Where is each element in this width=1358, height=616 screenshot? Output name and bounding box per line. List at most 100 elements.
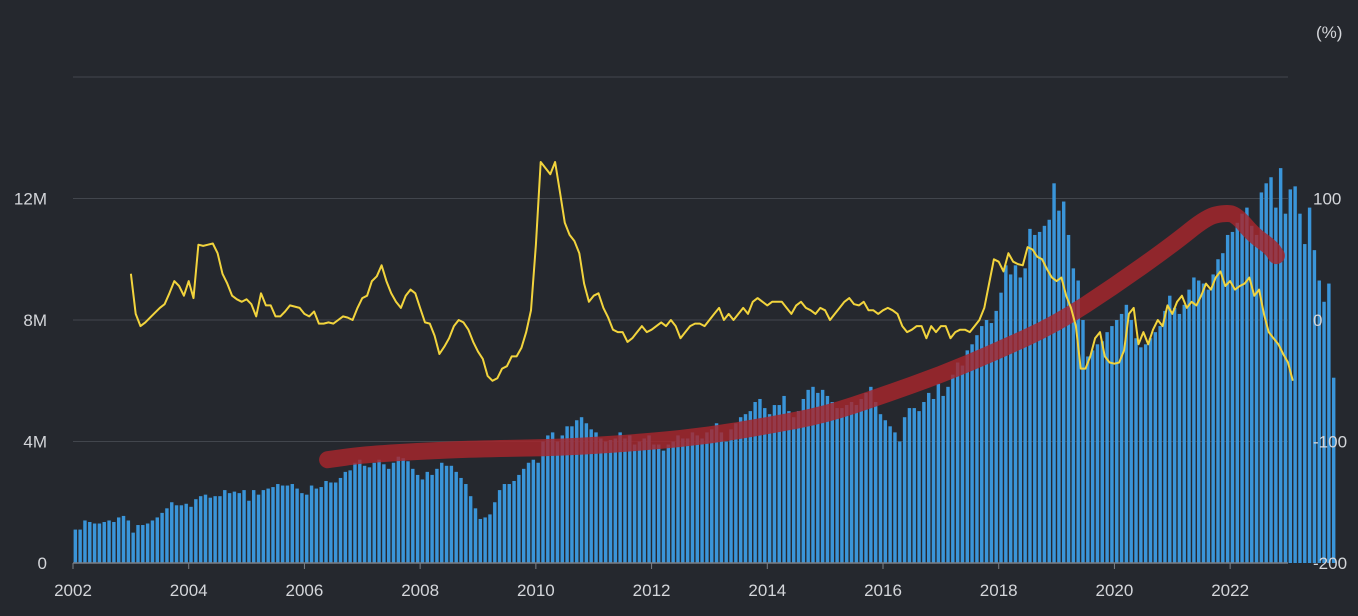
bar	[1037, 231, 1042, 563]
bar	[873, 402, 878, 563]
bar	[1196, 280, 1201, 563]
bar	[333, 482, 338, 563]
bar	[984, 320, 989, 563]
bar	[1168, 295, 1172, 563]
bar	[825, 395, 830, 563]
bar	[300, 493, 304, 563]
bar	[247, 500, 251, 563]
bar	[714, 423, 719, 563]
bar	[1274, 207, 1278, 564]
bar	[955, 362, 960, 563]
bar	[150, 520, 155, 563]
bar	[517, 474, 521, 563]
bar	[1071, 268, 1076, 563]
bar	[1206, 289, 1211, 563]
bar	[396, 456, 401, 563]
bar	[898, 441, 902, 563]
y-axis-right-label: (%)	[1316, 23, 1342, 42]
bar	[926, 392, 931, 563]
bar	[1013, 265, 1018, 563]
bar	[1221, 253, 1225, 564]
bar	[1057, 210, 1061, 563]
x-tick-label: 2014	[748, 581, 786, 600]
bar	[777, 405, 781, 563]
bar	[531, 459, 536, 563]
bar	[584, 423, 589, 563]
y-left-tick-label: 0	[38, 554, 47, 573]
bar	[618, 432, 622, 563]
bar	[1148, 338, 1153, 563]
bar	[440, 462, 444, 563]
bar	[276, 484, 280, 563]
bar	[1303, 244, 1307, 563]
bar	[468, 496, 473, 563]
bar	[1172, 307, 1177, 563]
bar	[575, 420, 579, 563]
bar	[521, 468, 526, 563]
bar	[685, 438, 690, 563]
bar	[285, 485, 290, 563]
bar	[232, 491, 237, 563]
bar	[1211, 274, 1215, 563]
bar	[560, 435, 564, 563]
bar	[748, 411, 753, 563]
bar	[878, 414, 883, 563]
bar	[830, 402, 834, 563]
bar	[1216, 259, 1220, 563]
trend-stroke	[319, 205, 1285, 469]
x-axis-ticks: 2002 2004 2006 2008 2010 2012 2014 2016 2018 2020…	[54, 563, 1249, 600]
bar	[309, 485, 314, 563]
bar	[681, 438, 685, 563]
bar	[97, 523, 102, 563]
bar	[1076, 280, 1080, 563]
bar	[348, 470, 352, 563]
bar	[198, 496, 203, 563]
bar	[1081, 320, 1085, 563]
bar	[854, 405, 859, 563]
bar	[1288, 189, 1293, 563]
bar	[767, 414, 772, 563]
bar	[83, 520, 87, 563]
bar	[864, 392, 868, 563]
bar	[623, 438, 627, 563]
bar	[218, 496, 222, 563]
bar	[107, 520, 111, 563]
bar	[305, 494, 309, 563]
bar	[1158, 326, 1162, 563]
bar	[1028, 228, 1032, 563]
bar	[1201, 283, 1206, 563]
bar	[632, 444, 637, 563]
bar	[493, 502, 497, 563]
bar	[497, 490, 502, 563]
bar	[550, 432, 555, 563]
bar	[594, 432, 598, 563]
line-series	[129, 161, 1294, 382]
bar	[1105, 332, 1109, 563]
bar	[999, 292, 1003, 563]
bar	[213, 496, 217, 563]
x-tick-label: 2020	[1096, 581, 1134, 600]
bar	[859, 398, 863, 563]
bar	[290, 484, 294, 563]
bar	[1124, 304, 1129, 563]
bar	[391, 462, 396, 563]
bar	[772, 405, 777, 563]
bar	[420, 479, 425, 563]
bar	[840, 408, 844, 563]
bar	[160, 512, 164, 563]
bar	[710, 429, 714, 563]
bar	[1042, 225, 1047, 563]
y-left-tick-label: 12M	[14, 190, 47, 209]
bar	[613, 438, 618, 563]
bar	[1312, 250, 1317, 563]
bar	[1317, 280, 1321, 563]
bar	[165, 508, 169, 563]
bar	[526, 462, 531, 563]
bar	[1090, 350, 1095, 563]
bar	[946, 386, 950, 563]
bar	[92, 523, 97, 563]
bar	[970, 344, 974, 563]
bar	[700, 438, 704, 563]
bar	[1177, 313, 1182, 563]
bar	[319, 487, 323, 563]
